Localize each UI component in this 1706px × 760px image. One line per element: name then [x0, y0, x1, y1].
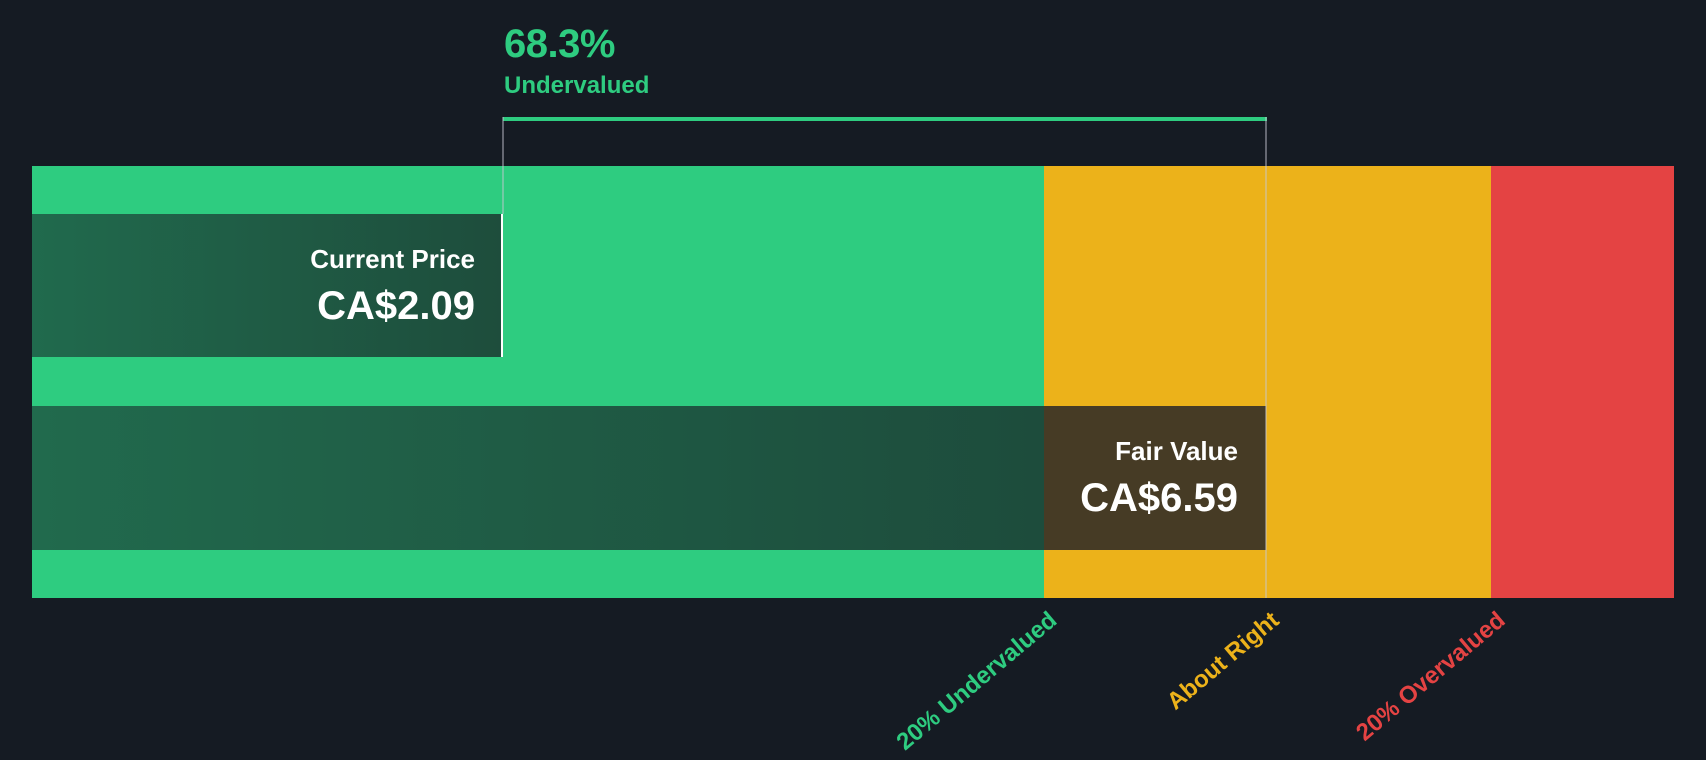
fair-value-bar: Fair Value CA$6.59 — [32, 406, 1266, 550]
current-price-label: Current Price — [310, 244, 475, 274]
current-price-marker-line — [502, 117, 504, 214]
discount-bracket-line — [503, 117, 1267, 121]
fair-value-value: CA$6.59 — [1080, 476, 1238, 520]
fair-value-label: Fair Value — [1115, 436, 1238, 466]
fair-value-bar-undervalued-segment — [32, 406, 1044, 550]
current-price-bar: Current Price CA$2.09 — [32, 214, 503, 357]
zone-label-overvalued: 20% Overvalued — [1350, 606, 1511, 747]
zone-label-undervalued: 20% Undervalued — [891, 606, 1063, 756]
fair-value-bar-about-right-segment — [1044, 406, 1266, 550]
zone-label-about-right: About Right — [1161, 606, 1285, 716]
fair-value-marker-line — [1265, 117, 1267, 598]
undervalued-percentage: 68.3% — [504, 22, 615, 66]
current-price-value: CA$2.09 — [317, 284, 475, 328]
zone-overvalued — [1491, 166, 1674, 598]
valuation-verdict: Undervalued — [504, 72, 650, 99]
